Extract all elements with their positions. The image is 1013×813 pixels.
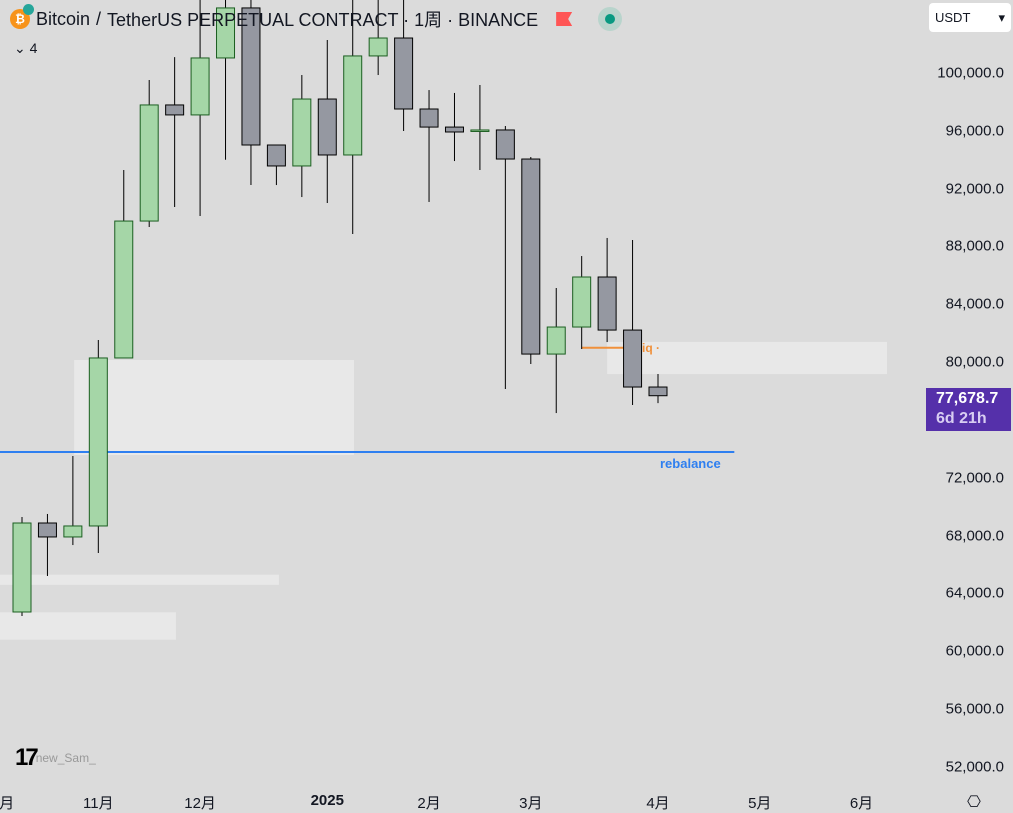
candle-up (114, 220, 134, 359)
time-tick-label: 4月 (646, 795, 670, 812)
chevron-down-icon: ⌄ (14, 40, 30, 56)
candle-down (165, 104, 185, 116)
candle-down (495, 129, 515, 160)
last-price: 77,678.7 (936, 390, 999, 407)
candle-down (241, 7, 261, 146)
candle-down (419, 108, 439, 128)
candle-down (521, 158, 541, 355)
price-tick-label: 88,000.0 (945, 237, 1004, 255)
time-tick-label: 2月 (417, 795, 441, 812)
candle-down (648, 386, 668, 397)
zone-box (607, 341, 887, 375)
time-tick-label: 11月 (83, 795, 114, 812)
time-tick-label: 6月 (849, 795, 874, 812)
author-name: new_Sam_ (35, 751, 96, 765)
price-tick-label: 64,000.0 (945, 584, 1004, 602)
symbol-separator: / (96, 8, 102, 29)
settings-icon[interactable]: ⎔ (967, 794, 981, 811)
candle-up (190, 57, 210, 116)
price-tick-label: 96,000.0 (945, 122, 1004, 140)
candle-up (12, 522, 32, 613)
zone-box (0, 612, 176, 640)
candle-down (266, 144, 286, 167)
candle-up (88, 357, 108, 527)
tradingview-logo: 17 (15, 744, 39, 771)
candle-down (317, 98, 337, 156)
market-status-icon[interactable] (598, 7, 623, 31)
symbol-title[interactable]: TetherUS PERPETUAL CONTRACT · 1周 · BINAN… (107, 10, 539, 30)
symbol-name[interactable]: Bitcoin (36, 8, 91, 29)
candle-up (63, 525, 83, 538)
price-tick-label: 68,000.0 (945, 527, 1004, 545)
candle-up (572, 276, 592, 328)
indicator-toggle[interactable]: ⌄ 4 (14, 40, 37, 57)
rebalance-label: rebalance (660, 456, 721, 471)
currency-select[interactable]: USDT ▾ (929, 3, 1011, 32)
time-tick-label: 5月 (748, 795, 772, 812)
last-price-tag: 77,678.7 6d 21h (926, 388, 1011, 431)
candle-up (292, 98, 312, 167)
candle-down (623, 329, 643, 388)
time-tick-label: 12月 (184, 795, 216, 812)
candle-up (139, 104, 159, 222)
bar-countdown: 6d 21h (936, 410, 987, 427)
symbol-header: ₿ Bitcoin / TetherUS PERPETUAL CONTRACT … (10, 4, 623, 32)
candle-down (37, 522, 57, 538)
price-tick-label: 60,000.0 (945, 642, 1004, 660)
bitcoin-icon: ₿ (10, 4, 34, 29)
time-tick-label: 月 (0, 795, 15, 812)
price-tick-label: 72,000.0 (945, 469, 1004, 487)
candle-up (368, 37, 388, 57)
price-tick-label: 52,000.0 (945, 758, 1004, 776)
candle-up (470, 129, 490, 132)
price-tick-label: 92,000.0 (945, 180, 1004, 198)
price-tick-label: 80,000.0 (945, 353, 1004, 371)
chevron-down-icon: ▾ (998, 9, 1005, 25)
zone-box (0, 574, 279, 585)
candle-down (597, 276, 617, 331)
time-tick-label: 2025 (310, 792, 344, 809)
price-tick-label: 100,000.0 (937, 64, 1004, 82)
price-tick-label: 84,000.0 (945, 295, 1004, 313)
price-tick-label: 56,000.0 (945, 700, 1004, 718)
candle-up (546, 326, 566, 355)
flag-icon[interactable] (556, 12, 573, 26)
zone-box (74, 359, 354, 455)
tradingview-watermark: 17 new_Sam_ (15, 744, 96, 772)
indicator-count: 4 (29, 40, 38, 56)
candle-down (444, 126, 464, 133)
time-tick-label: 3月 (519, 795, 543, 812)
candle-up (343, 55, 363, 156)
candle-down (394, 37, 414, 110)
currency-value: USDT (935, 10, 971, 25)
liq-label: iq · (642, 341, 660, 355)
candle-up (216, 7, 236, 59)
